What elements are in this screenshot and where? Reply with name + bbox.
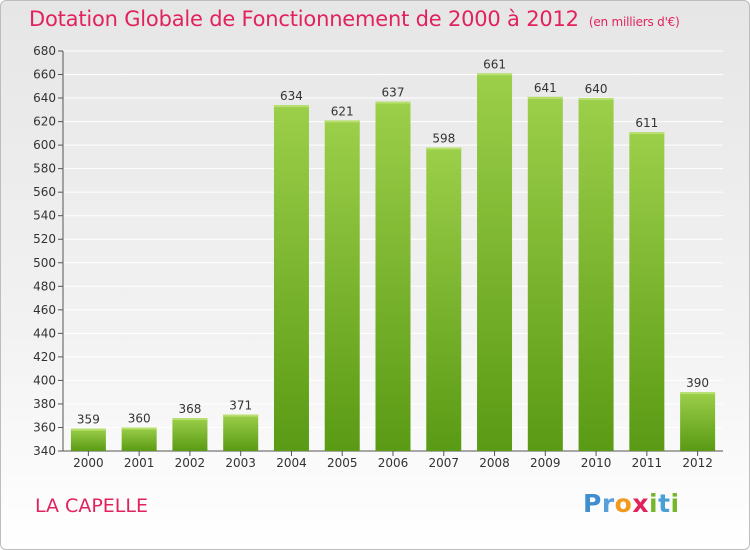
x-tick-label: 2002 [175,456,206,470]
x-tick-label: 2012 [682,456,713,470]
bar-value-label: 640 [585,82,608,96]
x-tick-label: 2008 [479,456,510,470]
chart-unit: (en milliers d'€) [588,15,680,29]
x-tick-label: 2010 [581,456,612,470]
bar [273,105,309,451]
bar-top-highlight [426,147,462,150]
logo-letter: P [583,489,602,518]
bar-value-label: 621 [331,104,354,118]
bar-top-highlight [273,105,309,108]
logo-letter: o [614,489,633,518]
y-tick-label: 380 [33,397,56,411]
bar-value-label: 598 [432,131,455,145]
bar-top-highlight [172,418,208,421]
y-tick-label: 560 [33,185,56,199]
bar-top-highlight [324,120,360,123]
bar-top-highlight [527,96,563,99]
x-tick-label: 2011 [632,456,663,470]
y-tick-label: 460 [33,303,56,317]
y-tick-label: 600 [33,138,56,152]
bar-value-label: 390 [686,376,709,390]
bar [172,418,208,451]
x-tick-label: 2007 [428,456,459,470]
bar [324,120,360,451]
logo-letter: i [649,489,659,518]
y-tick-label: 440 [33,326,56,340]
bar [629,132,665,452]
bar-value-label: 661 [483,57,506,71]
bar-top-highlight [375,101,411,104]
bar [680,392,716,451]
bar [477,73,513,452]
bar [121,427,157,451]
y-tick-label: 660 [33,68,56,82]
bar-top-highlight [680,392,716,395]
bar-value-label: 360 [128,411,151,425]
bar [426,147,462,451]
y-tick-label: 400 [33,373,56,387]
bar [527,96,563,451]
x-tick-label: 2004 [276,456,307,470]
y-tick-label: 580 [33,162,56,176]
x-tick-label: 2000 [73,456,104,470]
logo-letter: i [670,489,680,518]
bar-value-label: 637 [382,86,405,100]
bar-value-label: 371 [229,399,252,413]
logo-letter: t [658,489,671,518]
logo-letter: x [632,489,649,518]
y-tick-label: 360 [33,420,56,434]
y-tick-label: 620 [33,115,56,129]
y-tick-label: 420 [33,350,56,364]
bar [578,98,614,451]
bar-top-highlight [578,98,614,101]
place-name: LA CAPELLE [35,495,148,517]
bar-value-label: 611 [635,116,658,130]
x-tick-label: 2005 [327,456,358,470]
chart-title: Dotation Globale de Fonctionnement de 20… [29,7,680,31]
x-tick-label: 2001 [124,456,155,470]
bar [70,428,106,451]
logo-letter: r [601,489,615,518]
y-tick-label: 340 [33,444,56,458]
bar-value-label: 368 [178,402,201,416]
y-tick-label: 480 [33,279,56,293]
bar-top-highlight [121,427,157,430]
chart-title-text: Dotation Globale de Fonctionnement de 20… [29,7,579,31]
bar-value-label: 359 [77,413,100,427]
bar [223,414,259,451]
bar-top-highlight [629,132,665,135]
y-tick-label: 640 [33,91,56,105]
x-tick-label: 2003 [225,456,256,470]
bar-top-highlight [223,414,259,417]
y-tick-label: 680 [33,44,56,58]
bar-value-label: 634 [280,89,303,103]
proxiti-logo: Proxiti [583,489,680,518]
bar [375,101,411,452]
x-tick-label: 2009 [530,456,561,470]
bar-value-label: 641 [534,81,557,95]
bar-top-highlight [70,428,106,431]
x-tick-label: 2006 [378,456,409,470]
y-tick-label: 520 [33,232,56,246]
y-tick-label: 540 [33,209,56,223]
bar-top-highlight [477,73,513,76]
y-tick-label: 500 [33,256,56,270]
